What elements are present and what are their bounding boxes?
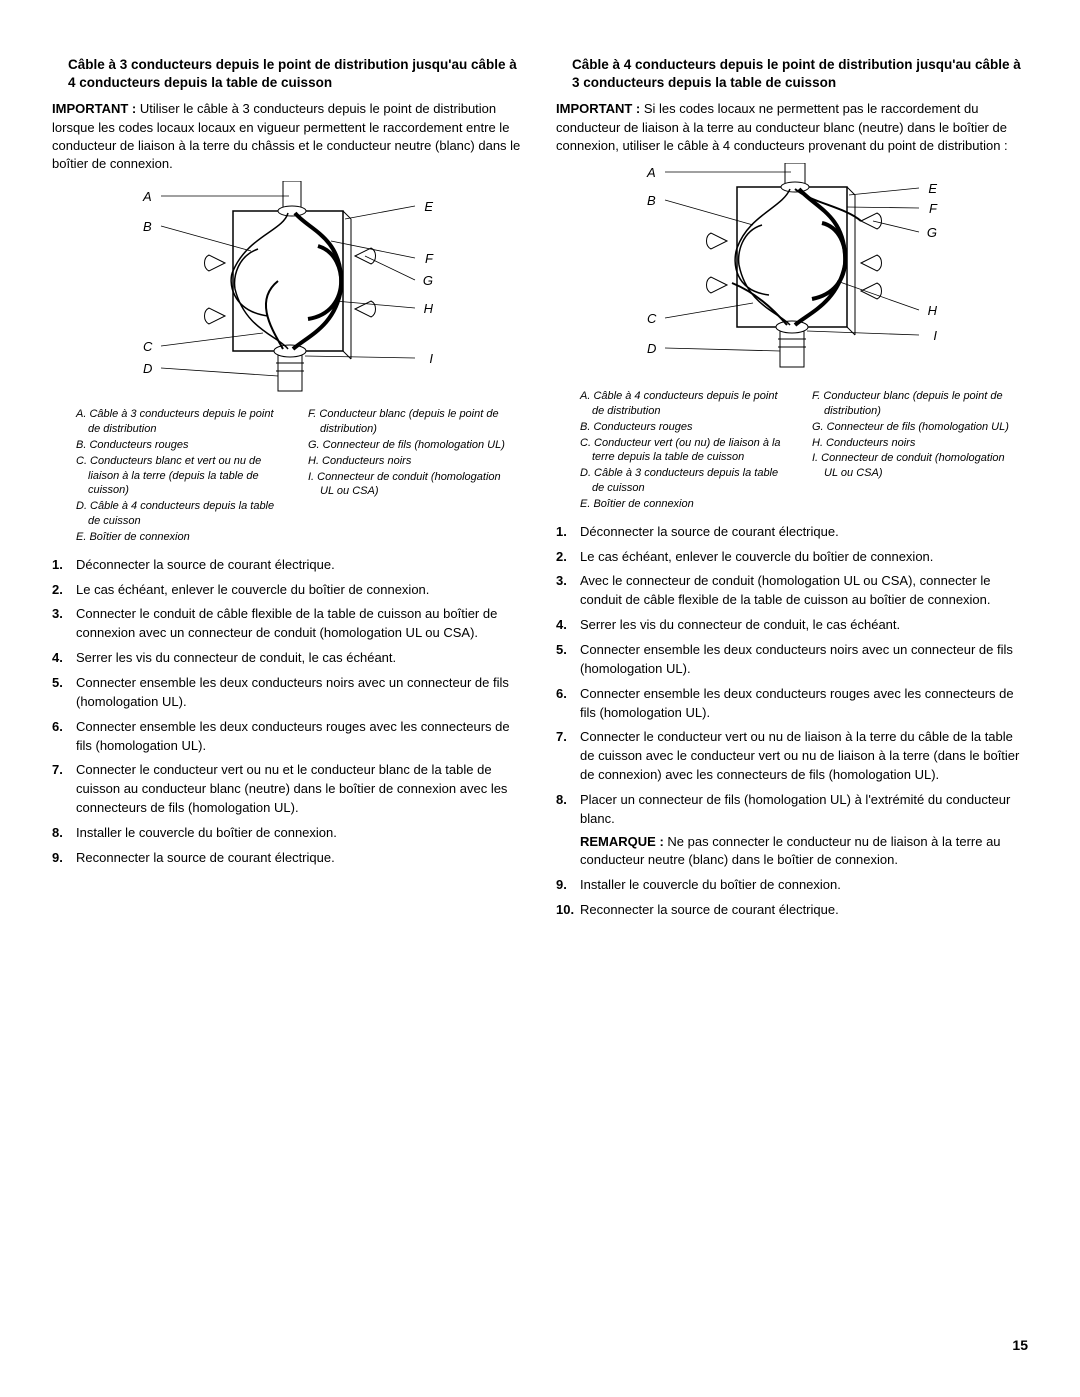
legend-item: D. Câble à 4 conducteurs depuis la table… [76,499,284,529]
step-item: Avec le connecteur de conduit (homologat… [556,572,1028,610]
legend-item: F. Conducteur blanc (depuis le point de … [812,389,1020,419]
step-item: Installer le couvercle du boîtier de con… [52,824,524,843]
page-number: 15 [1012,1337,1028,1353]
legend-col-left: A. Câble à 3 conducteurs depuis le point… [76,407,284,546]
left-title: Câble à 3 conducteurs depuis le point de… [52,56,524,92]
label-A: A [143,189,152,204]
legend-col-left: A. Câble à 4 conducteurs depuis le point… [580,389,788,513]
label-D: D [143,361,152,376]
label-E: E [928,181,937,196]
right-legend: A. Câble à 4 conducteurs depuis le point… [580,389,1020,513]
legend-item: C. Conducteur vert (ou nu) de liaison à … [580,436,788,466]
label-C: C [143,339,152,354]
step-item: Reconnecter la source de courant électri… [52,849,524,868]
label-H: H [424,301,433,316]
step-item: Connecter ensemble les deux conducteurs … [52,718,524,756]
legend-item: G. Connecteur de fils (homologation UL) [812,420,1020,435]
legend-item: B. Conducteurs rouges [76,438,284,453]
right-column: Câble à 4 conducteurs depuis le point de… [556,56,1028,926]
step-item: Serrer les vis du connecteur de conduit,… [556,616,1028,635]
important-label: IMPORTANT : [52,101,136,116]
step-item: Déconnecter la source de courant électri… [556,523,1028,542]
legend-col-right: F. Conducteur blanc (depuis le point de … [812,389,1020,513]
step-item: Placer un connecteur de fils (homologati… [556,791,1028,870]
legend-item: C. Conducteurs blanc et vert ou nu de li… [76,454,284,499]
legend-item: A. Câble à 4 conducteurs depuis le point… [580,389,788,419]
legend-item: G. Connecteur de fils (homologation UL) [308,438,516,453]
label-I: I [429,351,433,366]
step-item: Installer le couvercle du boîtier de con… [556,876,1028,895]
label-F: F [425,251,433,266]
label-A: A [647,165,656,180]
junction-box-diagram-icon [113,181,463,401]
label-I: I [933,328,937,343]
label-B: B [143,219,152,234]
left-legend: A. Câble à 3 conducteurs depuis le point… [76,407,516,546]
legend-col-right: F. Conducteur blanc (depuis le point de … [308,407,516,546]
step-item: Connecter ensemble les deux conducteurs … [52,674,524,712]
legend-item: E. Boîtier de connexion [76,530,284,545]
label-H: H [928,303,937,318]
left-column: Câble à 3 conducteurs depuis le point de… [52,56,524,926]
legend-item: I. Connecteur de conduit (homologation U… [308,470,516,500]
label-D: D [647,341,656,356]
legend-item: H. Conducteurs noirs [812,436,1020,451]
label-B: B [647,193,656,208]
label-F: F [929,201,937,216]
step-item: Connecter le conducteur vert ou nu et le… [52,761,524,818]
important-label: IMPORTANT : [556,101,640,116]
step-item: Connecter ensemble les deux conducteurs … [556,641,1028,679]
legend-item: I. Connecteur de conduit (homologation U… [812,451,1020,481]
label-G: G [927,225,937,240]
step-item: Connecter le conduit de câble flexible d… [52,605,524,643]
step-item: Le cas échéant, enlever le couvercle du … [556,548,1028,567]
remark: REMARQUE : Ne pas connecter le conducteu… [580,833,1028,871]
right-important: IMPORTANT : Si les codes locaux ne perme… [556,100,1028,155]
right-steps: Déconnecter la source de courant électri… [556,523,1028,920]
step-item: Serrer les vis du connecteur de conduit,… [52,649,524,668]
legend-item: E. Boîtier de connexion [580,497,788,512]
legend-item: B. Conducteurs rouges [580,420,788,435]
step-item: Déconnecter la source de courant électri… [52,556,524,575]
right-title: Câble à 4 conducteurs depuis le point de… [556,56,1028,92]
junction-box-diagram-icon [617,163,967,383]
label-E: E [424,199,433,214]
step-item: Reconnecter la source de courant électri… [556,901,1028,920]
legend-item: D. Câble à 3 conducteurs depuis la table… [580,466,788,496]
legend-item: A. Câble à 3 conducteurs depuis le point… [76,407,284,437]
left-important: IMPORTANT : Utiliser le câble à 3 conduc… [52,100,524,173]
legend-item: F. Conducteur blanc (depuis le point de … [308,407,516,437]
right-diagram: A B C D E F G H I [556,163,1028,383]
legend-item: H. Conducteurs noirs [308,454,516,469]
left-steps: Déconnecter la source de courant électri… [52,556,524,868]
step-item: Connecter ensemble les deux conducteurs … [556,685,1028,723]
step-item: Connecter le conducteur vert ou nu de li… [556,728,1028,785]
step-item: Le cas échéant, enlever le couvercle du … [52,581,524,600]
label-C: C [647,311,656,326]
label-G: G [423,273,433,288]
left-diagram: A B C D E F G H I [52,181,524,401]
